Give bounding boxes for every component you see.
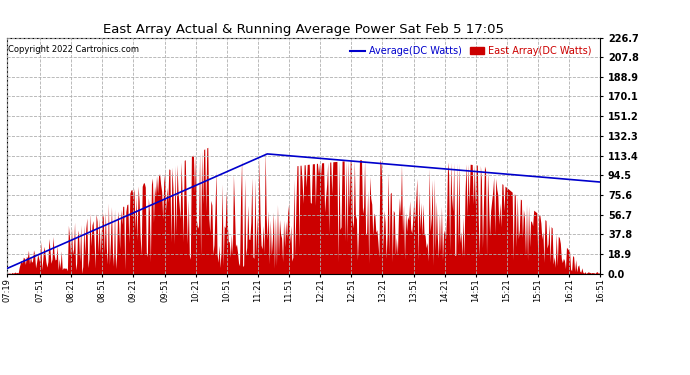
Text: Copyright 2022 Cartronics.com: Copyright 2022 Cartronics.com [8, 45, 139, 54]
Legend: Average(DC Watts), East Array(DC Watts): Average(DC Watts), East Array(DC Watts) [346, 42, 595, 60]
Title: East Array Actual & Running Average Power Sat Feb 5 17:05: East Array Actual & Running Average Powe… [103, 23, 504, 36]
